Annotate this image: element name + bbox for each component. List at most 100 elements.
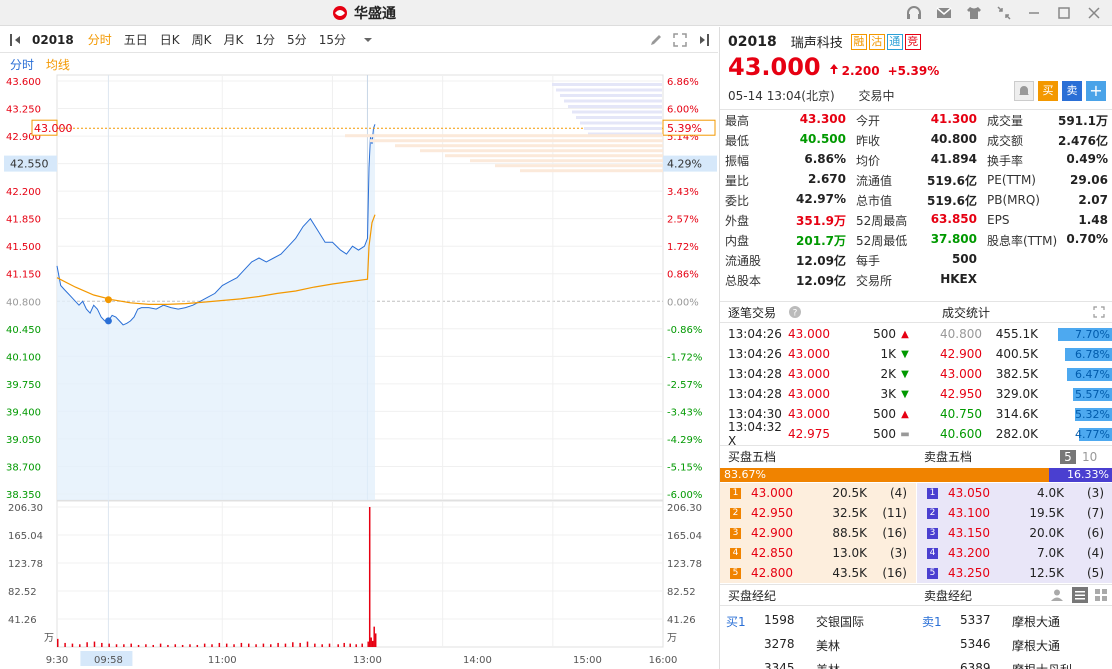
stat-label: 最低 — [725, 133, 750, 148]
hover-price-dot — [104, 317, 112, 325]
stats-cell: 外盘 351.9万 — [720, 212, 851, 229]
broker-name: 摩根士丹利 — [1012, 661, 1102, 669]
volume-bar — [218, 642, 221, 647]
period-tab-1min[interactable]: 1分 — [255, 33, 276, 47]
book-header: 买盘五档 卖盘五档 5 10 — [720, 445, 1112, 467]
price-area — [57, 124, 375, 501]
shrink-icon[interactable] — [994, 3, 1014, 23]
headset-icon[interactable] — [904, 3, 924, 23]
time-tick-label: 09:58 — [94, 655, 123, 666]
period-tab-week-k[interactable]: 周K — [191, 33, 212, 47]
bid-level[interactable]: 4 42.850 13.0K (3) — [720, 543, 916, 563]
volume-unit-right: 万 — [667, 633, 677, 644]
bid-broker[interactable]: 买1 1598 交银国际 — [720, 613, 916, 630]
buy-button[interactable]: 买 — [1038, 81, 1058, 101]
volume-bar — [130, 643, 132, 647]
period-tab-intraday[interactable]: 分时 — [87, 33, 112, 47]
ask-level[interactable]: 5 43.250 12.5K (5) — [917, 563, 1112, 583]
depth-10-button[interactable]: 10 — [1082, 449, 1098, 464]
broker-level — [720, 661, 764, 669]
stats-cell: 振幅 6.86% — [720, 152, 851, 169]
trades-header: 逐笔交易 ? 成交统计 — [720, 301, 1112, 323]
volume-bar — [57, 638, 59, 647]
stat-label: 股息率(TTM) — [987, 233, 1058, 248]
ask-level[interactable]: 3 43.150 20.0K (6) — [917, 523, 1112, 543]
ask-level-num: 4 — [927, 547, 938, 559]
volume-tick-label-right: 41.26 — [667, 615, 696, 626]
pct-tick-label: 2.57% — [667, 215, 699, 226]
stats-cell: 成交额 2.476亿 — [982, 132, 1112, 149]
bid-level[interactable]: 5 42.800 43.5K (16) — [720, 563, 916, 583]
stat-value: 500 — [951, 251, 977, 266]
user-icon[interactable] — [1050, 588, 1064, 602]
ask-broker[interactable]: 卖1 5337 摩根大通 — [916, 613, 1112, 630]
bid-level[interactable]: 2 42.950 32.5K (11) — [720, 503, 916, 523]
volume-stats-title[interactable]: 成交统计 — [942, 305, 991, 320]
stat-label: 均价 — [856, 153, 881, 168]
volume-bar — [367, 641, 369, 647]
period-tab-month-k[interactable]: 月K — [223, 33, 244, 47]
stats-row: 外盘 351.9万 52周最高 63.850 EPS 1.48 — [720, 210, 1112, 230]
pencil-icon[interactable] — [648, 32, 664, 48]
broker-code: 6389 — [960, 660, 991, 669]
bid-broker[interactable]: 3345 美林 — [720, 661, 916, 669]
period-tab-5day[interactable]: 五日 — [123, 33, 148, 47]
bid-level[interactable]: 3 42.900 88.5K (16) — [720, 523, 916, 543]
add-watch-button[interactable]: + — [1086, 81, 1106, 101]
volume-bar — [284, 643, 287, 647]
maximize-icon[interactable] — [1054, 3, 1074, 23]
ask-level[interactable]: 1 43.050 4.0K (3) — [917, 483, 1112, 503]
ask-level[interactable]: 4 43.200 7.0K (4) — [917, 543, 1112, 563]
time-tick-label: 14:00 — [463, 655, 492, 666]
list-view-icon[interactable] — [1072, 587, 1088, 603]
price-tick-label: 41.850 — [6, 215, 41, 226]
broker-row: 3345 美林 6389 摩根士丹利 — [720, 657, 1112, 669]
shirt-icon[interactable] — [964, 3, 984, 23]
trades-title[interactable]: 逐笔交易 — [728, 305, 777, 320]
stats-cell: 换手率 0.49% — [982, 152, 1112, 169]
collapse-panel-icon[interactable] — [696, 32, 712, 48]
close-icon[interactable] — [1084, 3, 1104, 23]
bid-level[interactable]: 1 43.000 20.5K (4) — [720, 483, 916, 503]
arrow-up-icon: ▲ — [901, 408, 909, 420]
time-tick-label: 16:00 — [649, 655, 678, 666]
trade-row: 13:04:26 43.000 1K ▼ 42.900 400.5K 6.78% — [720, 344, 1112, 364]
stat-label: 最高 — [725, 113, 750, 128]
expand-icon[interactable] — [672, 32, 688, 48]
ask-broker[interactable]: 5346 摩根大通 — [916, 637, 1112, 654]
volume-bar — [93, 641, 96, 647]
ask-level[interactable]: 2 43.100 19.5K (7) — [917, 503, 1112, 523]
bell-icon[interactable] — [1014, 81, 1034, 101]
period-tab-day-k[interactable]: 日K — [159, 33, 180, 47]
stats-cell: 量比 2.670 — [720, 172, 851, 189]
sell-button[interactable]: 卖 — [1062, 81, 1082, 101]
bid-ratio: 83.67% — [724, 468, 766, 481]
stats-cell: 52周最高 63.850 — [851, 212, 982, 229]
depth-5-button[interactable]: 5 — [1060, 449, 1076, 464]
intraday-chart[interactable]: 43.600 6.86% 43.250 6.00% 42.900 5.14% 42.550 4… — [0, 70, 718, 669]
expand-small-icon[interactable] — [1093, 306, 1105, 318]
stat-value: 1.48 — [1078, 213, 1108, 227]
ask-depth-bar — [576, 116, 662, 119]
period-tab-15min[interactable]: 15分 — [318, 33, 346, 47]
chevron-down-icon[interactable] — [362, 35, 374, 45]
volume-bar — [152, 644, 154, 647]
help-icon[interactable]: ? — [788, 305, 802, 319]
stat-pct: 4.77% — [1075, 427, 1110, 441]
stat-bar: 7.70% — [1042, 327, 1112, 341]
minimize-icon[interactable] — [1024, 3, 1044, 23]
period-tab-5min[interactable]: 5分 — [287, 33, 307, 47]
grid-view-icon[interactable] — [1094, 588, 1108, 602]
volume-unit: 万 — [44, 633, 54, 644]
volume-bar — [181, 644, 184, 647]
volume-bar — [225, 643, 228, 647]
mail-icon[interactable] — [934, 3, 954, 23]
bid-book-title: 买盘五档 — [728, 450, 777, 464]
legend-avg: 均线 — [45, 58, 70, 72]
bid-broker[interactable]: 3278 美林 — [720, 637, 916, 654]
stats-cell: 流通股 12.09亿 — [720, 252, 851, 269]
panel-toggle-icon[interactable] — [8, 32, 26, 48]
bid-level-num: 1 — [730, 487, 741, 499]
volume-bar — [159, 643, 162, 647]
ask-broker[interactable]: 6389 摩根士丹利 — [916, 661, 1112, 669]
